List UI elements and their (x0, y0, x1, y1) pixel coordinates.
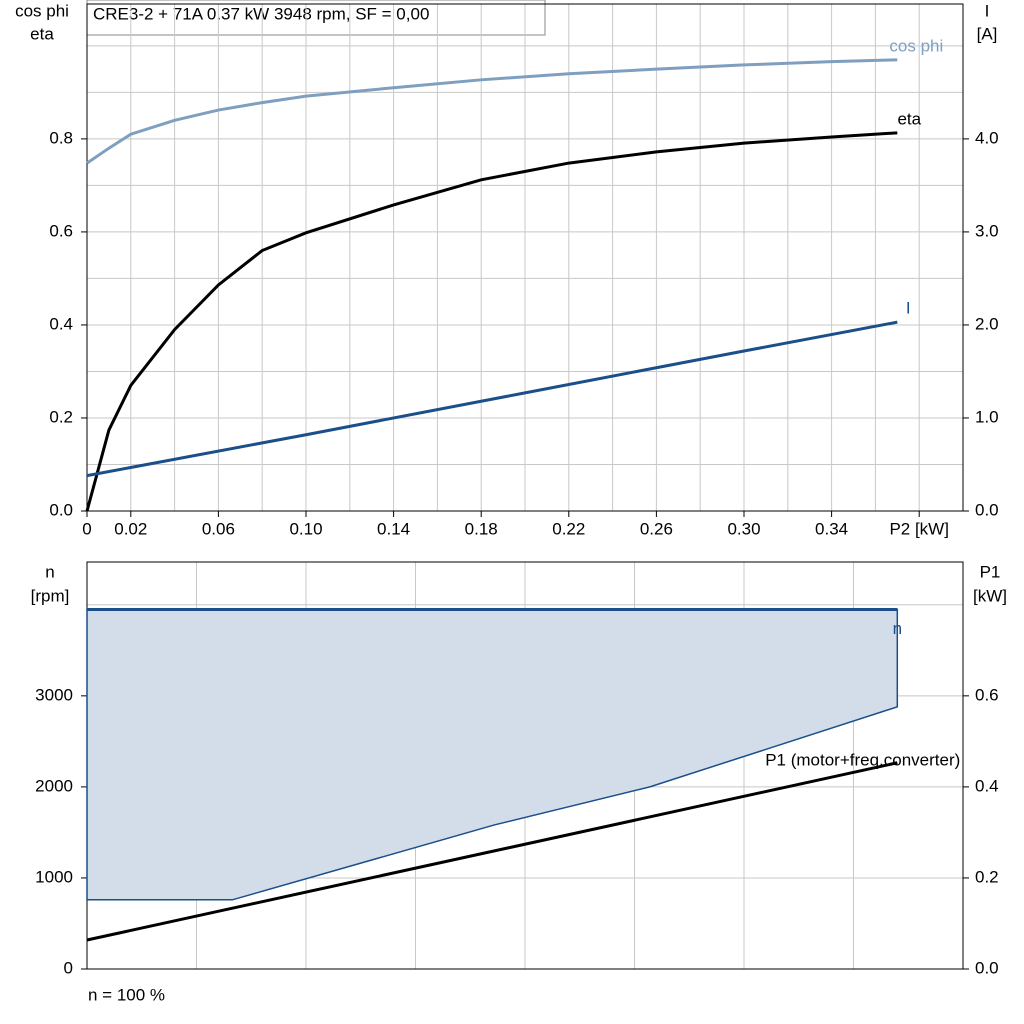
y-axis-title: n (45, 562, 54, 581)
y-tick-label: 0.2 (49, 407, 73, 426)
y-axis-title: cos phi (15, 1, 69, 20)
y-tick-label: 0.4 (49, 314, 73, 333)
x-tick-label: 0.14 (377, 519, 410, 538)
y2-tick-label: 0.0 (975, 958, 999, 977)
y-tick-label: 0.8 (49, 128, 73, 147)
y2-axis-title: [kW] (973, 586, 1007, 605)
y2-tick-label: 0.2 (975, 867, 999, 886)
x-tick-label: 0.30 (727, 519, 760, 538)
plot-frame (86, 3, 964, 512)
y2-tick-label: 2.0 (975, 314, 999, 333)
x-tick-label: 0.26 (640, 519, 673, 538)
x-tick-label: P2 [kW] (889, 519, 949, 538)
x-tick-label: 0 (82, 519, 91, 538)
y2-tick-label: 4.0 (975, 128, 999, 147)
series-label: cos phi (889, 36, 943, 55)
series-line (86, 761, 898, 942)
y-tick-label: 0 (64, 958, 73, 977)
x-tick-label: 0.18 (465, 519, 498, 538)
series-line (86, 320, 898, 478)
y-tick-label: 2000 (35, 776, 73, 795)
x-tick-label: 0.06 (202, 519, 235, 538)
y-tick-label: 1000 (35, 867, 73, 886)
y-axis-title: eta (30, 24, 54, 43)
y2-axis-title: [A] (977, 24, 998, 43)
series-line (85, 131, 898, 512)
x-tick-label: 0.10 (289, 519, 322, 538)
y-tick-label: 0.6 (49, 221, 73, 240)
note: n = 100 % (88, 985, 165, 1004)
y-axis-title: [rpm] (31, 586, 70, 605)
series-line (86, 58, 898, 165)
y2-axis-title: P1 (980, 562, 1001, 581)
x-tick-label: 0.22 (552, 519, 585, 538)
series-label: I (906, 299, 911, 318)
y2-tick-label: 0.4 (975, 776, 999, 795)
y2-tick-label: 0.6 (975, 685, 999, 704)
series-label: eta (897, 109, 921, 128)
x-tick-label: 0.34 (815, 519, 848, 538)
y2-tick-label: 3.0 (975, 221, 999, 240)
y2-tick-label: 1.0 (975, 407, 999, 426)
chart-title: CRE3-2 + 71A 0.37 kW 3948 rpm, SF = 0,00 (93, 4, 429, 23)
y-tick-label: 3000 (35, 685, 73, 704)
x-tick-label: 0.02 (114, 519, 147, 538)
series-label: P1 (motor+freq.converter) (765, 750, 960, 769)
title-box (86, 0, 546, 36)
y2-axis-title: I (985, 1, 990, 20)
y2-tick-label: 0.0 (975, 500, 999, 519)
series-label: n (893, 619, 902, 638)
y-tick-label: 0.0 (49, 500, 73, 519)
